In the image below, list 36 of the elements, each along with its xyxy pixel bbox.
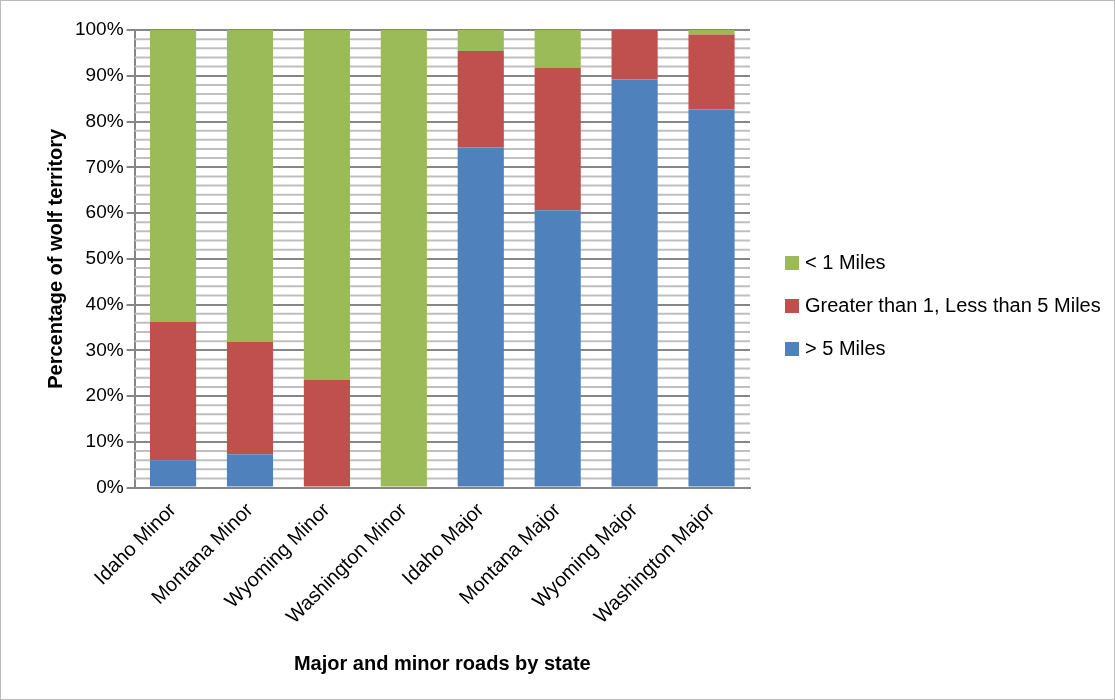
y-tick-label: 60% <box>85 201 124 223</box>
bar <box>226 30 274 343</box>
bar <box>303 30 350 381</box>
legend-label: > 5 Miles <box>805 336 886 361</box>
y-tick-label: 70% <box>85 155 124 177</box>
bar <box>611 30 658 80</box>
y-tick-label: 80% <box>85 109 124 131</box>
bar <box>226 454 274 487</box>
bar <box>688 34 735 110</box>
bar <box>380 30 427 487</box>
y-tick-label: 10% <box>85 430 124 452</box>
bar <box>457 30 504 52</box>
bar <box>457 51 504 148</box>
y-tick-label: 50% <box>85 247 124 269</box>
y-tick-label: 90% <box>85 63 124 85</box>
bar <box>303 380 350 487</box>
bar <box>226 342 274 455</box>
legend-label: < 1 Miles <box>805 250 886 275</box>
y-tick-label: 100% <box>74 18 124 40</box>
legend-label: Greater than 1, Less than 5 Miles <box>805 293 1101 318</box>
bar <box>534 67 581 211</box>
x-axis-title: Major and minor roads by state <box>293 651 591 674</box>
y-tick-label: 0% <box>96 475 124 497</box>
bar <box>688 109 735 487</box>
y-tick-label: 30% <box>85 338 124 360</box>
bar <box>457 147 504 487</box>
bar <box>149 321 197 461</box>
y-tick-label: 40% <box>85 292 124 314</box>
bar <box>688 30 735 35</box>
bar <box>149 460 197 487</box>
bar <box>149 30 197 322</box>
bar <box>534 210 581 487</box>
bar <box>611 79 658 487</box>
y-tick-label: 20% <box>85 384 124 406</box>
y-axis-title: Percentage of wolf territory <box>43 127 66 389</box>
bar <box>534 30 581 68</box>
